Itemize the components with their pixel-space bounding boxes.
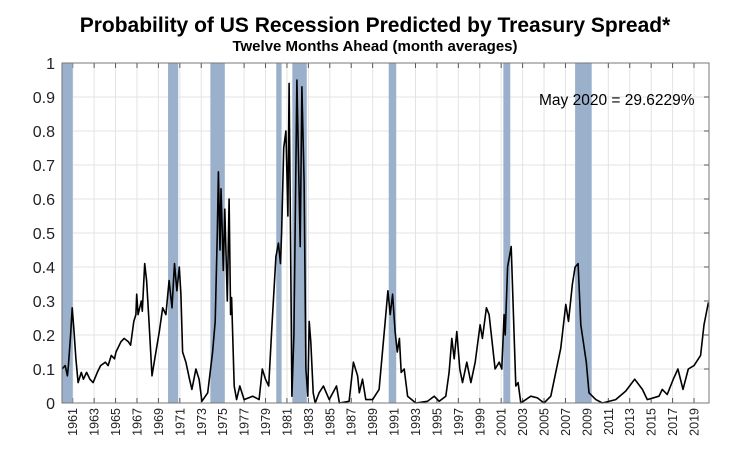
y-tick-label: 1 bbox=[46, 56, 55, 73]
x-tick-label: 2005 bbox=[538, 408, 552, 436]
x-tick-label: 1977 bbox=[238, 408, 252, 436]
latest-value-annotation: May 2020 = 29.6229% bbox=[539, 92, 695, 109]
x-tick-label: 1971 bbox=[173, 408, 187, 436]
x-tick-label: 1965 bbox=[109, 408, 123, 436]
x-tick-label: 2009 bbox=[580, 408, 594, 436]
recession-band bbox=[503, 63, 511, 403]
x-tick-label: 1969 bbox=[152, 408, 166, 436]
probability-line bbox=[61, 79, 710, 404]
x-tick-label: 2017 bbox=[666, 408, 680, 436]
x-tick-label: 1983 bbox=[302, 408, 316, 436]
x-tick-label: 2019 bbox=[688, 408, 702, 436]
x-tick-label: 1993 bbox=[409, 408, 423, 436]
x-tick-label: 2007 bbox=[559, 408, 573, 436]
x-tick-label: 1979 bbox=[259, 408, 273, 436]
x-tick-label: 1975 bbox=[216, 408, 230, 436]
x-tick-label: 2015 bbox=[645, 408, 659, 436]
y-tick-label: 0.2 bbox=[33, 328, 55, 345]
recession-band bbox=[276, 63, 282, 403]
x-tick-label: 1999 bbox=[473, 408, 487, 436]
y-tick-label: 0.3 bbox=[33, 294, 55, 311]
y-tick-label: 0.5 bbox=[33, 226, 55, 243]
plot-frame bbox=[61, 62, 710, 404]
x-tick-label: 1973 bbox=[195, 408, 209, 436]
x-tick-label: 1967 bbox=[130, 408, 144, 436]
recession-band bbox=[575, 63, 592, 403]
recession-band bbox=[168, 63, 179, 403]
y-tick-label: 0 bbox=[46, 396, 55, 413]
y-tick-label: 0.4 bbox=[33, 260, 55, 277]
x-tick-label: 2013 bbox=[623, 408, 637, 436]
x-tick-label: 2003 bbox=[516, 408, 530, 436]
x-tick-label: 1995 bbox=[430, 408, 444, 436]
x-tick-label: 1961 bbox=[66, 408, 80, 436]
y-tick-label: 0.7 bbox=[33, 158, 55, 175]
x-tick-label: 2011 bbox=[602, 408, 616, 435]
x-tick-label: 1997 bbox=[452, 408, 466, 436]
x-tick-label: 1985 bbox=[323, 408, 337, 436]
x-tick-label: 1991 bbox=[388, 408, 402, 436]
x-tick-label: 1963 bbox=[88, 408, 102, 436]
recession-band bbox=[388, 63, 397, 403]
y-tick-label: 0.6 bbox=[33, 192, 55, 209]
y-tick-label: 0.1 bbox=[33, 362, 55, 379]
y-tick-label: 0.9 bbox=[33, 90, 55, 107]
x-tick-label: 1987 bbox=[345, 408, 359, 436]
x-tick-label: 1981 bbox=[280, 408, 294, 436]
recession-band bbox=[62, 63, 73, 403]
x-tick-label: 1989 bbox=[366, 408, 380, 436]
y-tick-label: 0.8 bbox=[33, 124, 55, 141]
x-tick-label: 2001 bbox=[495, 408, 509, 436]
chart-subtitle: Twelve Months Ahead (month averages) bbox=[232, 38, 518, 55]
chart-title: Probability of US Recession Predicted by… bbox=[79, 14, 671, 37]
